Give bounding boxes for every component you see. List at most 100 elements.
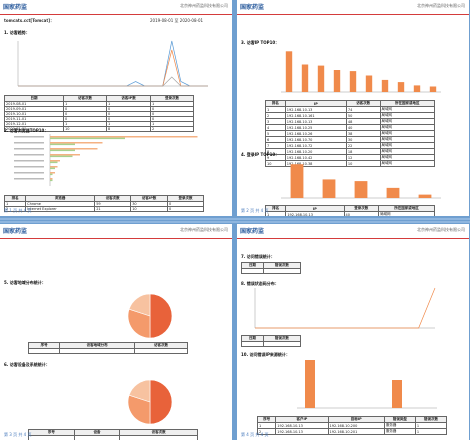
category-label [14,136,44,138]
bar [301,64,309,92]
page-footer: 第 1 页 共 4 页 [4,208,32,213]
bar [429,86,437,92]
company-name: 北京神州药监科技有限公司 [417,3,465,8]
table-cell: 192.168.10.13 [285,211,345,216]
section-title-login-ip: 4. 登录IP TOP10： [241,152,280,157]
company-name: 北京神州药监科技有限公司 [417,227,465,232]
error-ip-table: 序号 客户IP 目标IP 错误类型 错误次数 1 192.168.10.13 192.168.… [256,416,448,435]
bar [386,187,400,198]
table-header-row: 序号 客户IP 目标IP 错误类型 错误次数 [256,416,448,423]
table-cell: 8 [106,126,151,132]
bar [322,179,336,198]
table-cell: 40 [343,211,380,216]
section-title-errors: 7. 访问错误统计： [241,254,275,259]
bar [50,148,98,150]
category-label [14,160,44,162]
table-cell [27,348,61,354]
bar [50,155,73,158]
browser-bar-chart [14,134,198,186]
bar [50,178,53,180]
page-header: 国家药监 北京神州药监科技有限公司 [0,0,232,15]
report-page-1: 国家药监 北京神州药监科技有限公司 tomcats.cct[Tomcat]： 2… [0,0,232,216]
bar [381,79,389,92]
company-name: 北京神州药监科技有限公司 [180,3,228,8]
table-cell [241,341,264,347]
login-ip-table: 排名 IP 登录次数 所在国家或地区 1 192.168.10.13 40 局域网 [264,205,435,216]
page-footer: 第 3 页 共 4 页 [4,432,32,437]
category-label [14,166,44,168]
table-row [241,268,302,274]
page-footer: 第 4 页 共 4 页 [241,432,269,437]
pie-slice [128,379,151,403]
company-logo: 国家药监 [3,228,28,235]
bar [50,143,75,146]
pie-slice [127,394,151,425]
table-cell [119,435,198,440]
table-cell: 1 [264,211,287,216]
error-ip-bar-chart [297,360,437,409]
bar [50,167,55,170]
category-label [14,172,44,174]
table-row: 1 192.168.10.13 40 局域网 [264,211,435,216]
report-page-4: 国家药监 北京神州药监科技有限公司 7. 访问错误统计： 日期 错误次数 8. 错… [237,224,469,440]
table-cell: 2 [149,126,195,132]
category-label [14,148,44,150]
table-row [241,341,302,347]
section-title-status: 8. 错误状态码分布： [241,281,279,286]
table-cell [262,268,302,274]
device-table: 序号 设备 访客次数 [28,429,198,440]
section-title-region: 5. 访客地域分布统计： [4,280,46,285]
device-pie-chart [127,379,173,425]
table-cell: 服务器 [383,428,416,435]
table-cell [73,435,121,440]
section-title-browser: 2. 访客浏览器TOP10： [4,128,49,133]
pie-slice [149,379,173,425]
section-title-visitor-trend: 1. 访客趋势： [4,30,30,35]
table-header-row: 排名 浏览器 访客次数 访客IP数 登录次数 [3,195,205,202]
table-row [28,435,198,440]
table-cell: 10 [130,206,168,212]
company-logo: 国家药监 [3,4,28,11]
bar [50,160,60,162]
pie-slice [149,293,173,339]
visitor-trend-table: 日期 访客次数 访客IP数 登录次数 2019-08-01 1 1 1 2019-09-01 0 0… [3,95,195,132]
table-cell [262,341,302,347]
table-cell: 21 [94,206,132,212]
table-cell [28,435,75,440]
table-cell: 2020-01-01 [3,126,65,132]
category-label [14,142,44,144]
page-header: 国家药监 北京神州药监科技有限公司 [0,224,232,239]
bar [50,161,58,164]
date-range: 2019-08-01 至 2020-08-01 [150,18,204,23]
bar [50,154,80,156]
table-row: 2 Internet Explorer 21 10 0 [3,206,205,212]
pie-slice [127,308,151,339]
page-footer: 第 2 页 共 4 页 [241,208,269,213]
bar [50,173,53,176]
error-trend-chart [254,287,436,329]
table-row: 2020-01-01 10 8 2 [3,126,195,132]
bar [290,164,304,198]
category-label [14,154,44,156]
report-page-2: 国家药监 北京神州药监科技有限公司 3. 访客IP TOP10： 排名 IP 访客次… [237,0,469,216]
bar [413,85,421,92]
bar [354,181,368,198]
table-cell: 192.168.10.201 [327,428,385,435]
bar [418,194,432,198]
table-cell: 0 [166,206,205,212]
bar [317,65,325,92]
page-header: 国家药监 北京神州药监科技有限公司 [237,0,469,15]
table-cell: 192.168.10.38 [284,160,347,167]
series-line [18,49,208,87]
bar [50,166,58,168]
table-cell: 局域网 [379,160,436,167]
bar [50,149,75,152]
browser-table: 排名 浏览器 访客次数 访客IP数 登录次数 1 Chrome 59 30 0 2 Internet … [3,195,205,212]
visitor-trend-chart [17,40,208,87]
table-cell: Internet Explorer [25,206,96,212]
category-label [14,178,44,180]
page-header: 国家药监 北京神州药监科技有限公司 [237,224,469,239]
bar [397,82,405,92]
series-line [255,287,436,329]
login-ip-bar-chart [281,164,441,199]
